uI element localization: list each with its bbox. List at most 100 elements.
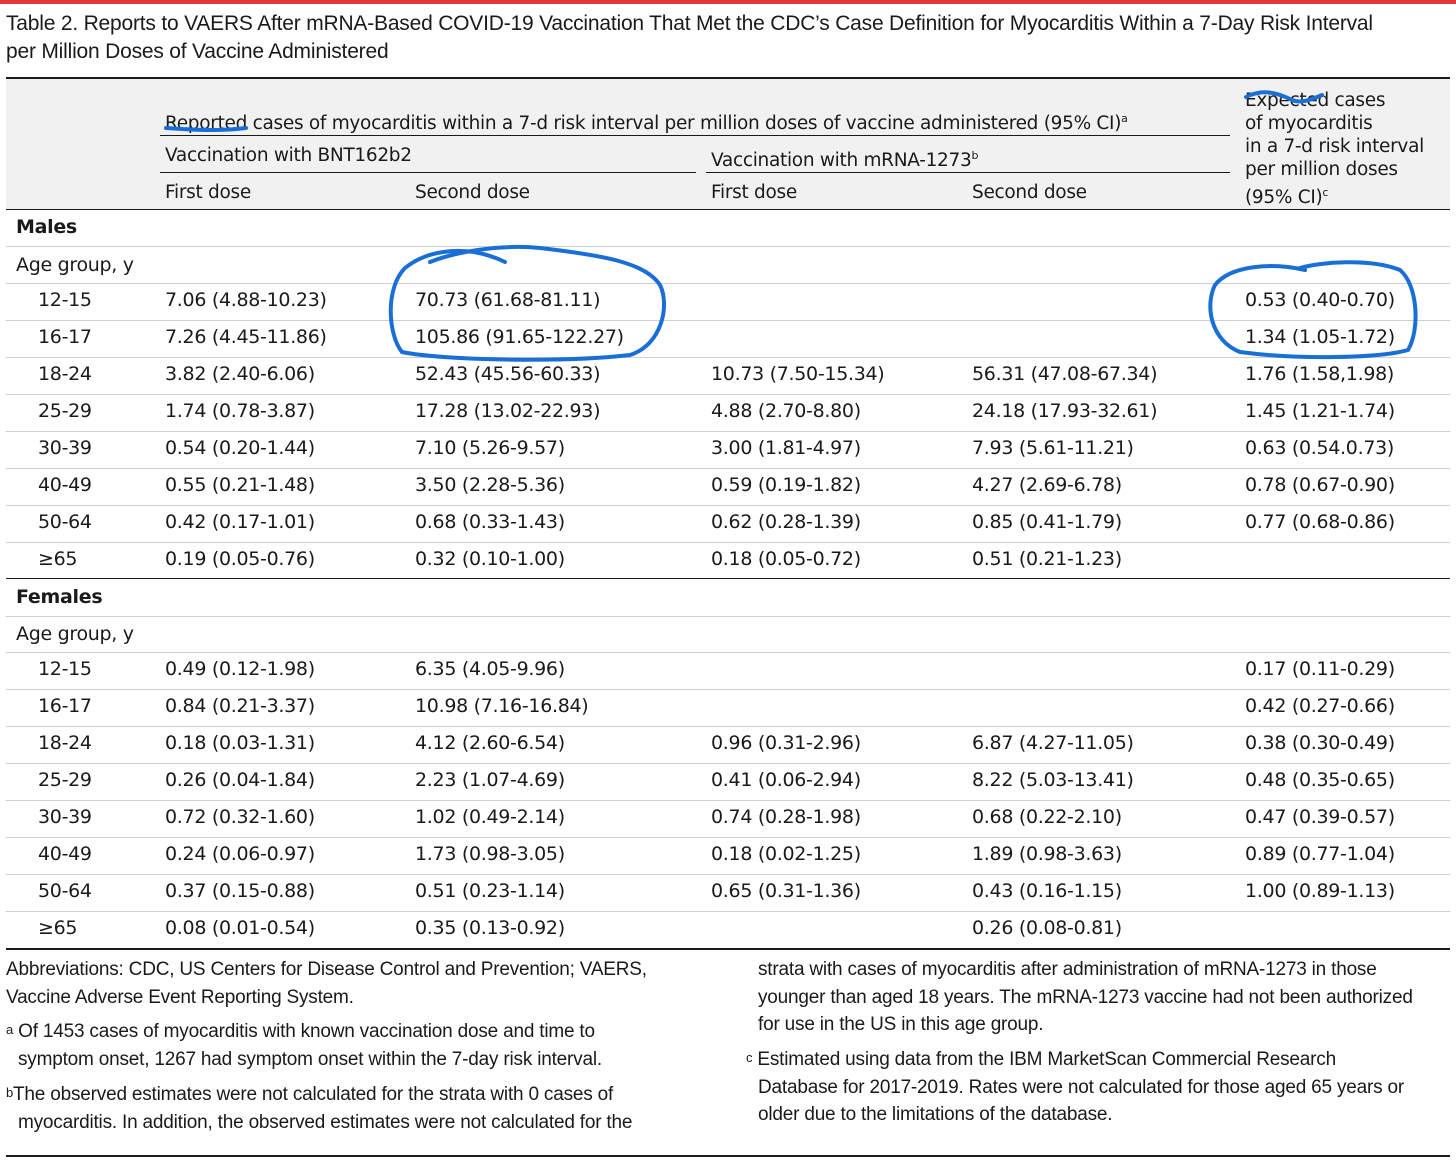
cell-age: 16-17 (38, 695, 92, 717)
row-divider (6, 542, 1450, 543)
cell-bnt2: 10.98 (7.16-16.84) (415, 695, 589, 717)
cell-bnt1: 7.26 (4.45-11.86) (165, 326, 327, 348)
footnote-a: a Of 1453 cases of myocarditis with know… (6, 1021, 602, 1070)
cell-bnt2: 0.51 (0.23-1.14) (415, 880, 565, 902)
row-divider (6, 283, 1450, 284)
cell-m1: 0.18 (0.05-0.72) (711, 548, 861, 570)
cell-m1: 4.88 (2.70-8.80) (711, 400, 861, 422)
cell-exp: 0.17 (0.11-0.29) (1245, 658, 1395, 680)
cell-bnt2: 52.43 (45.56-60.33) (415, 363, 601, 385)
cell-bnt2: 4.12 (2.60-6.54) (415, 732, 565, 754)
header-mrna-second-dose: Second dose (972, 182, 1087, 203)
row-divider (6, 800, 1450, 801)
header-mrna1273: Vaccination with mRNA-1273b (711, 149, 979, 172)
section-females: Females (16, 586, 103, 608)
cell-m2: 0.68 (0.22-2.10) (972, 806, 1122, 828)
cell-age: ≥65 (38, 917, 78, 939)
footnote-abbreviations: Abbreviations: CDC, US Centers for Disea… (6, 959, 647, 1008)
cell-bnt1: 0.37 (0.15-0.88) (165, 880, 315, 902)
cell-m2: 24.18 (17.93-32.61) (972, 400, 1158, 422)
row-divider (6, 468, 1450, 469)
cell-exp: 0.47 (0.39-0.57) (1245, 806, 1395, 828)
cell-exp: 0.78 (0.67-0.90) (1245, 474, 1395, 496)
footnote-c: c Estimated using data from the IBM Mark… (746, 1049, 1404, 1125)
cell-bnt1: 0.55 (0.21-1.48) (165, 474, 315, 496)
cell-m1: 10.73 (7.50-15.34) (711, 363, 885, 385)
table-header-background (6, 79, 1450, 209)
cell-age: 50-64 (38, 511, 92, 533)
cell-bnt1: 0.42 (0.17-1.01) (165, 511, 315, 533)
males-age-group-label: Age group, y (16, 254, 134, 276)
cell-m2: 7.93 (5.61-11.21) (972, 437, 1134, 459)
cell-m1: 0.18 (0.02-1.25) (711, 843, 861, 865)
row-divider (6, 726, 1450, 727)
header-span-rule (160, 135, 1230, 136)
cell-m1: 0.62 (0.28-1.39) (711, 511, 861, 533)
cell-age: 25-29 (38, 769, 92, 791)
cell-bnt2: 70.73 (61.68-81.11) (415, 289, 601, 311)
row-divider (6, 505, 1450, 506)
cell-age: 40-49 (38, 843, 92, 865)
header-mrna-rule (706, 172, 1230, 173)
cell-bnt1: 0.18 (0.03-1.31) (165, 732, 315, 754)
row-divider (6, 837, 1450, 838)
cell-bnt2: 0.68 (0.33-1.43) (415, 511, 565, 533)
cell-age: 18-24 (38, 363, 92, 385)
cell-age: 12-15 (38, 289, 92, 311)
footnote-mark-a: a (1121, 112, 1128, 125)
table-top-rule (6, 77, 1450, 79)
row-divider (6, 431, 1450, 432)
cell-m2: 1.89 (0.98-3.63) (972, 843, 1122, 865)
cell-bnt1: 0.72 (0.32-1.60) (165, 806, 315, 828)
cell-bnt1: 7.06 (4.88-10.23) (165, 289, 327, 311)
footnote-mark-b: b (971, 149, 979, 162)
cell-age: 12-15 (38, 658, 92, 680)
cell-age: ≥65 (38, 548, 78, 570)
cell-bnt1: 0.26 (0.04-1.84) (165, 769, 315, 791)
cell-age: 18-24 (38, 732, 92, 754)
row-divider (6, 874, 1450, 875)
cell-m2: 0.26 (0.08-0.81) (972, 917, 1122, 939)
cell-bnt2: 0.35 (0.13-0.92) (415, 917, 565, 939)
footnote-mark-c: c (1322, 186, 1329, 199)
header-expected-cases: Expected cases of myocarditis in a 7-d r… (1245, 90, 1424, 209)
cell-m2: 0.85 (0.41-1.79) (972, 511, 1122, 533)
cell-age: 30-39 (38, 437, 92, 459)
row-divider (6, 652, 1450, 653)
cell-bnt2: 2.23 (1.07-4.69) (415, 769, 565, 791)
cell-m2: 6.87 (4.27-11.05) (972, 732, 1134, 754)
header-bottom-rule (6, 209, 1450, 210)
cell-bnt1: 0.08 (0.01-0.54) (165, 917, 315, 939)
section-males: Males (16, 216, 77, 238)
row-divider (6, 357, 1450, 358)
cell-age: 25-29 (38, 400, 92, 422)
cell-bnt2: 105.86 (91.65-122.27) (415, 326, 624, 348)
cell-bnt1: 3.82 (2.40-6.06) (165, 363, 315, 385)
table-bottom-rule (6, 948, 1450, 950)
footnote-b-part-2: strata with cases of myocarditis after a… (758, 959, 1413, 1035)
row-divider (6, 689, 1450, 690)
row-divider (6, 320, 1450, 321)
row-divider (6, 763, 1450, 764)
cell-age: 16-17 (38, 326, 92, 348)
row-divider (6, 394, 1450, 395)
footnote-b-part-1: bThe observed estimates were not calcula… (6, 1084, 633, 1133)
header-bnt162b2: Vaccination with BNT162b2 (165, 145, 412, 166)
cell-m2: 56.31 (47.08-67.34) (972, 363, 1158, 385)
cell-m1: 0.41 (0.06-2.94) (711, 769, 861, 791)
cell-bnt2: 6.35 (4.05-9.96) (415, 658, 565, 680)
header-bnt-second-dose: Second dose (415, 182, 530, 203)
row-divider (6, 911, 1450, 912)
cell-exp: 0.89 (0.77-1.04) (1245, 843, 1395, 865)
cell-exp: 1.45 (1.21-1.74) (1245, 400, 1395, 422)
page-bottom-rule (6, 1155, 1450, 1157)
cell-bnt2: 1.02 (0.49-2.14) (415, 806, 565, 828)
cell-bnt2: 3.50 (2.28-5.36) (415, 474, 565, 496)
cell-bnt2: 7.10 (5.26-9.57) (415, 437, 565, 459)
table-title-line-2: per Million Doses of Vaccine Administere… (6, 40, 389, 63)
cell-exp: 0.38 (0.30-0.49) (1245, 732, 1395, 754)
cell-m1: 0.74 (0.28-1.98) (711, 806, 861, 828)
section-separator (6, 578, 1450, 579)
cell-bnt1: 0.19 (0.05-0.76) (165, 548, 315, 570)
females-age-group-label: Age group, y (16, 623, 134, 645)
